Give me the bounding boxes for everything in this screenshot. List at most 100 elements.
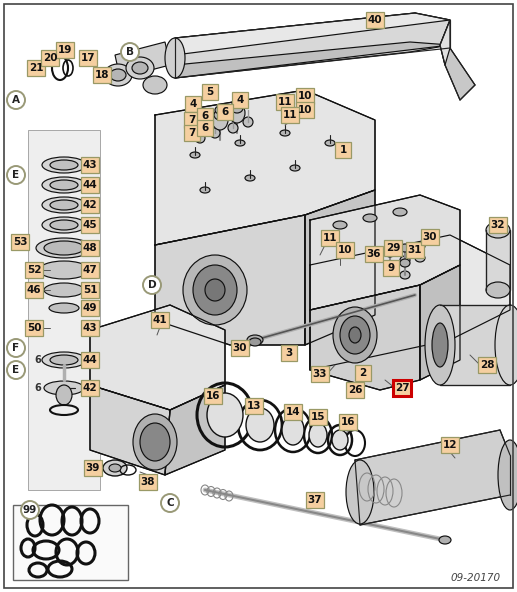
Text: 7: 7 (188, 115, 196, 125)
Text: 42: 42 (83, 383, 97, 393)
Text: 51: 51 (83, 285, 97, 295)
Ellipse shape (415, 254, 425, 262)
FancyBboxPatch shape (81, 300, 99, 316)
Ellipse shape (247, 335, 263, 345)
Polygon shape (175, 42, 450, 78)
FancyBboxPatch shape (184, 125, 200, 141)
Text: 31: 31 (408, 245, 422, 255)
Ellipse shape (231, 103, 243, 113)
FancyBboxPatch shape (384, 240, 402, 256)
Ellipse shape (232, 99, 242, 107)
Text: 30: 30 (233, 343, 247, 353)
Ellipse shape (280, 130, 290, 136)
Ellipse shape (132, 62, 148, 74)
Ellipse shape (349, 327, 361, 343)
Text: 1: 1 (339, 145, 346, 155)
Text: 6: 6 (202, 123, 209, 133)
Ellipse shape (432, 323, 448, 367)
Polygon shape (355, 430, 510, 525)
Text: C: C (166, 498, 174, 508)
Polygon shape (175, 13, 450, 78)
Text: 52: 52 (27, 265, 41, 275)
FancyBboxPatch shape (306, 492, 324, 508)
FancyBboxPatch shape (81, 177, 99, 193)
Ellipse shape (340, 316, 370, 354)
FancyBboxPatch shape (202, 84, 218, 100)
Polygon shape (155, 90, 375, 245)
FancyBboxPatch shape (366, 12, 384, 28)
Ellipse shape (104, 64, 132, 86)
Text: 4: 4 (189, 99, 196, 109)
Circle shape (161, 494, 179, 512)
FancyBboxPatch shape (311, 366, 329, 382)
Ellipse shape (44, 241, 84, 255)
Ellipse shape (332, 430, 348, 450)
Ellipse shape (133, 414, 177, 470)
Text: F: F (12, 343, 20, 353)
Ellipse shape (228, 123, 238, 133)
Text: 6: 6 (202, 111, 209, 121)
Ellipse shape (205, 279, 225, 301)
FancyBboxPatch shape (81, 352, 99, 368)
Ellipse shape (212, 110, 228, 130)
Text: E: E (12, 170, 20, 180)
Ellipse shape (44, 381, 84, 395)
FancyBboxPatch shape (309, 409, 327, 425)
Text: 26: 26 (348, 385, 362, 395)
Ellipse shape (249, 338, 261, 346)
Text: 16: 16 (341, 417, 355, 427)
Polygon shape (115, 42, 170, 78)
Text: 44: 44 (83, 355, 97, 365)
Polygon shape (90, 305, 225, 410)
Ellipse shape (214, 110, 226, 120)
Ellipse shape (110, 69, 126, 81)
Text: 36: 36 (367, 249, 381, 259)
Ellipse shape (400, 259, 410, 267)
FancyBboxPatch shape (81, 157, 99, 173)
Ellipse shape (44, 283, 84, 297)
FancyBboxPatch shape (196, 120, 214, 136)
Ellipse shape (103, 460, 127, 476)
Ellipse shape (243, 117, 253, 127)
Text: 6: 6 (35, 383, 41, 393)
Ellipse shape (498, 440, 517, 510)
Polygon shape (486, 230, 510, 290)
FancyBboxPatch shape (346, 382, 364, 398)
Text: 5: 5 (206, 87, 214, 97)
Circle shape (7, 166, 25, 184)
Ellipse shape (495, 305, 517, 385)
Circle shape (121, 43, 139, 61)
FancyBboxPatch shape (81, 262, 99, 278)
Text: 99: 99 (23, 505, 37, 515)
Ellipse shape (39, 261, 89, 279)
Ellipse shape (50, 180, 78, 190)
Ellipse shape (245, 175, 255, 181)
FancyBboxPatch shape (232, 92, 248, 108)
Ellipse shape (400, 271, 410, 279)
Ellipse shape (50, 355, 78, 365)
Circle shape (7, 91, 25, 109)
FancyBboxPatch shape (184, 112, 200, 128)
Ellipse shape (229, 103, 245, 123)
Text: 49: 49 (83, 303, 97, 313)
Ellipse shape (486, 282, 510, 298)
FancyBboxPatch shape (56, 42, 74, 58)
Ellipse shape (385, 249, 395, 257)
Text: 18: 18 (95, 70, 109, 80)
FancyBboxPatch shape (217, 104, 233, 120)
Ellipse shape (363, 214, 377, 222)
Ellipse shape (415, 242, 425, 250)
FancyBboxPatch shape (81, 197, 99, 213)
Polygon shape (305, 190, 375, 345)
Text: 44: 44 (83, 180, 97, 190)
FancyBboxPatch shape (196, 108, 214, 124)
Polygon shape (310, 195, 460, 310)
FancyBboxPatch shape (364, 246, 383, 262)
Ellipse shape (200, 187, 210, 193)
Ellipse shape (309, 423, 327, 447)
FancyBboxPatch shape (25, 282, 43, 298)
Text: B: B (126, 47, 134, 57)
Ellipse shape (126, 57, 154, 79)
Ellipse shape (207, 393, 243, 437)
Text: 45: 45 (83, 220, 97, 230)
